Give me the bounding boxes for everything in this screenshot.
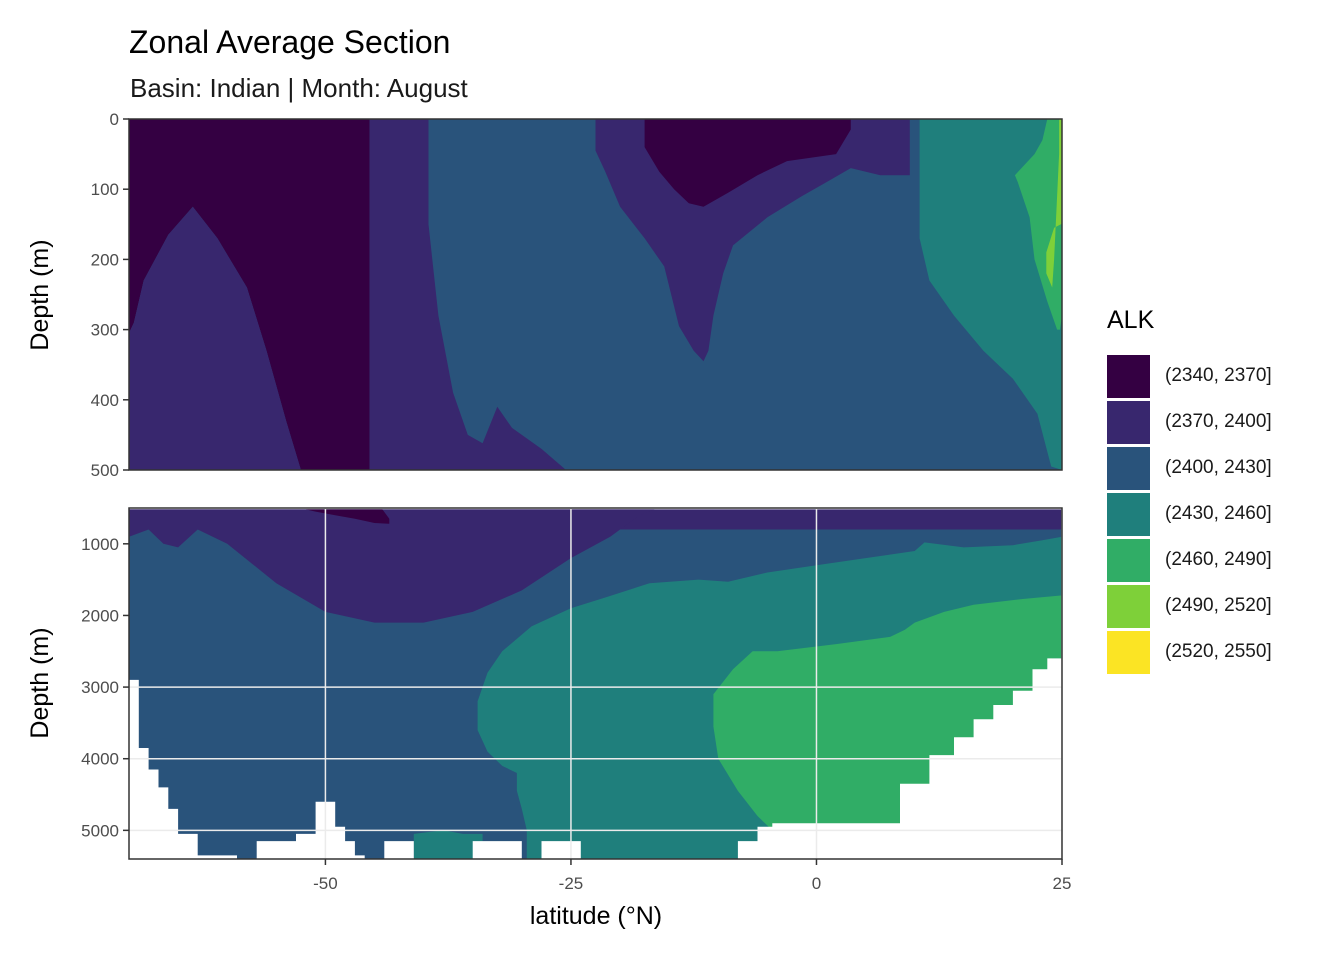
legend-item: (2460, 2490] — [1107, 537, 1272, 583]
panel-border — [128, 507, 1063, 860]
y-tick-label: 2000 — [81, 606, 119, 625]
legend-items: (2340, 2370] (2370, 2400] (2400, 2430] (243… — [1107, 353, 1272, 675]
legend-label: (2460, 2490] — [1165, 549, 1272, 570]
lower-panel — [128, 507, 1063, 860]
y-tick-label: 400 — [91, 391, 119, 410]
contour-band — [129, 509, 655, 623]
legend-swatch — [1107, 538, 1150, 582]
y-tick-label: 200 — [91, 250, 119, 269]
x-tick-label: 25 — [1053, 874, 1072, 893]
legend: ALK (2340, 2370] (2370, 2400] (2400, 2430]… — [1107, 306, 1272, 675]
y-tick-label: 3000 — [81, 678, 119, 697]
legend-item: (2490, 2520] — [1107, 583, 1272, 629]
seafloor-mask — [129, 658, 1062, 859]
contour-band — [129, 119, 370, 470]
contour-band — [129, 206, 301, 470]
legend-item: (2370, 2400] — [1107, 399, 1272, 445]
legend-label: (2430, 2460] — [1165, 503, 1272, 524]
contour-band — [369, 119, 566, 470]
legend-label: (2340, 2370] — [1165, 365, 1272, 386]
x-tick-label: 0 — [812, 874, 821, 893]
y-tick-label: 500 — [91, 461, 119, 480]
legend-swatch — [1107, 630, 1150, 674]
y-tick-label: 100 — [91, 180, 119, 199]
y-tick-label: 0 — [110, 110, 119, 129]
axes: 0 100 200 300 400 500 1000 2000 3000 4000 5000 -50 -… — [81, 110, 1071, 893]
legend-item: (2340, 2370] — [1107, 353, 1272, 399]
legend-swatch — [1107, 584, 1150, 628]
legend-label: (2520, 2550] — [1165, 641, 1272, 662]
x-tick-label: -50 — [313, 874, 338, 893]
y-tick-label: 5000 — [81, 821, 119, 840]
contour-band — [713, 595, 1062, 831]
y-tick-label: 1000 — [81, 535, 119, 554]
x-tick-label: -25 — [559, 874, 584, 893]
x-axis-title: latitude (°N) — [530, 902, 662, 930]
legend-swatch — [1107, 354, 1150, 398]
contour-band — [413, 830, 483, 859]
panel-border — [128, 118, 1063, 471]
legend-swatch — [1107, 446, 1150, 490]
chart-subtitle: Basin: Indian | Month: August — [130, 73, 468, 103]
contour-band — [644, 119, 851, 207]
legend-title: ALK — [1107, 306, 1155, 334]
legend-label: (2490, 2520] — [1165, 595, 1272, 616]
contour-band — [1046, 119, 1062, 288]
contour-band — [305, 509, 390, 524]
legend-item: (2430, 2460] — [1107, 491, 1272, 537]
legend-label: (2400, 2430] — [1165, 457, 1272, 478]
upper-panel — [128, 118, 1063, 471]
y-tick-label: 300 — [91, 321, 119, 340]
y-axis-title-upper: Depth (m) — [26, 239, 54, 350]
legend-swatch — [1107, 400, 1150, 444]
chart-title: Zonal Average Section — [129, 24, 451, 60]
legend-label: (2370, 2400] — [1165, 411, 1272, 432]
legend-item: (2520, 2550] — [1107, 629, 1272, 675]
y-axis-title-lower: Depth (m) — [26, 627, 54, 738]
legend-item: (2400, 2430] — [1107, 445, 1272, 491]
y-tick-label: 4000 — [81, 750, 119, 769]
legend-swatch — [1107, 492, 1150, 536]
